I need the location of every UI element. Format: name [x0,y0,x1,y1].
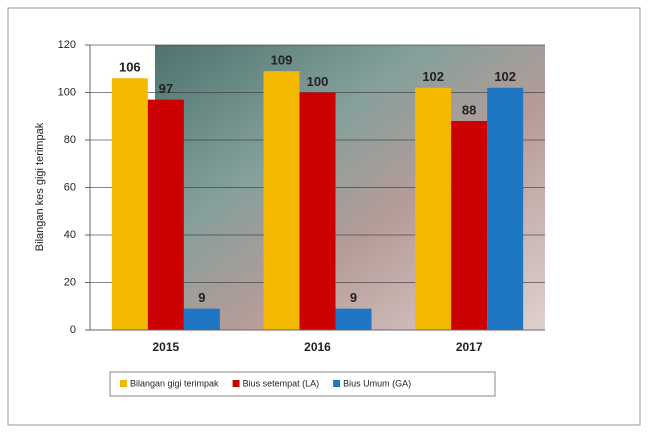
y-tick-label: 60 [64,181,76,193]
legend-swatch [233,380,240,387]
y-tick-label: 120 [58,39,76,51]
x-tick-label: 2017 [456,340,483,354]
data-label: 88 [462,102,476,117]
bar [487,88,523,330]
bar [112,78,148,330]
bar [451,121,487,330]
data-label: 102 [494,69,516,84]
chart: Bilangan kes gigi terimpak 0 20 40 60 80 100 1… [0,0,648,433]
x-tick-label: 2016 [304,340,331,354]
bar [336,309,372,330]
y-tick-label: 100 [58,86,76,98]
y-tick-label: 0 [70,324,76,336]
data-label: 102 [422,69,444,84]
legend-label: Bius setempat (LA) [243,378,320,388]
legend-label: Bilangan gigi terimpak [130,378,219,388]
legend-swatch [120,380,127,387]
bar [415,88,451,330]
data-label: 100 [307,74,329,89]
legend-swatch [333,380,340,387]
y-tick-label: 80 [64,134,76,146]
data-label: 97 [159,81,173,96]
data-label: 9 [350,290,357,305]
bar [148,100,184,330]
x-tick-label: 2015 [152,340,179,354]
data-label: 109 [271,53,293,68]
bar [300,93,336,331]
bar [264,71,300,330]
data-label: 106 [119,60,141,75]
y-tick-label: 40 [64,229,76,241]
legend-label: Bius Umum (GA) [343,378,411,388]
y-axis-label: Bilangan kes gigi terimpak [34,122,46,251]
y-tick-label: 20 [64,276,76,288]
data-label: 9 [198,290,205,305]
bar [184,309,220,330]
